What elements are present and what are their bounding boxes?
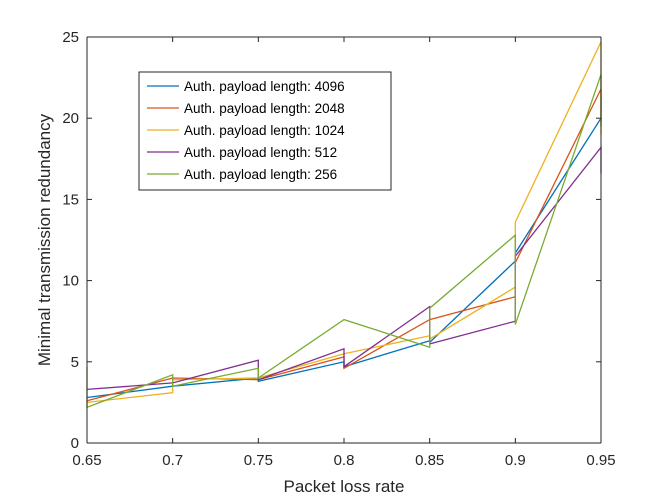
- y-tick-label: 10: [62, 273, 79, 290]
- x-tick-label: 0.65: [72, 452, 101, 469]
- y-tick-label: 0: [71, 435, 79, 452]
- y-tick-label: 25: [62, 29, 79, 46]
- y-axis-label: Minimal transmission redundancy: [35, 113, 54, 366]
- series-line-4: [86, 145, 602, 391]
- y-tick-label: 15: [62, 191, 79, 208]
- legend-label-4: Auth. payload length: 512: [184, 145, 337, 160]
- x-axis-label: Packet loss rate: [284, 477, 405, 496]
- x-tick-label: 0.8: [334, 452, 355, 469]
- series-layer: [86, 41, 602, 409]
- legend-box: [138, 71, 392, 191]
- y-tick-label: 5: [71, 354, 79, 371]
- x-tick-label: 0.7: [162, 452, 183, 469]
- x-tick-label: 0.95: [586, 452, 615, 469]
- legend: Auth. payload length: 4096 Auth. payload …: [138, 71, 392, 191]
- x-tick-label: 0.75: [244, 452, 273, 469]
- legend-label-3: Auth. payload length: 1024: [184, 123, 345, 138]
- series-line-5: [86, 74, 602, 409]
- ticks-layer: 0.65 0.7 0.75 0.8 0.85 0.9 0.95 0 5 10 15 20 25: [62, 29, 615, 469]
- x-tick-label: 0.85: [415, 452, 444, 469]
- x-tick-label: 0.9: [505, 452, 526, 469]
- y-tick-label: 20: [62, 110, 79, 127]
- legend-label-2: Auth. payload length: 2048: [184, 101, 345, 116]
- legend-label-1: Auth. payload length: 4096: [184, 79, 345, 94]
- legend-label-5: Auth. payload length: 256: [184, 167, 337, 182]
